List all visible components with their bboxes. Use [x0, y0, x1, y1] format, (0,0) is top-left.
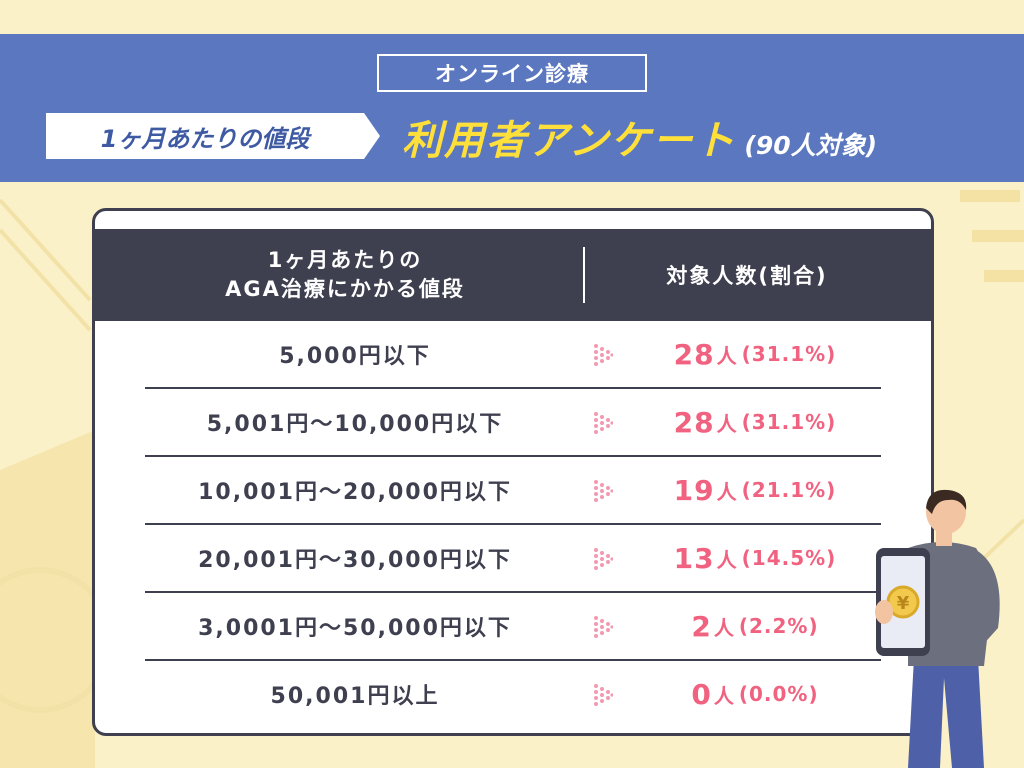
- price-range-cell: 3,0001円〜50,000円以下: [198, 616, 512, 641]
- count-cell: 13 人 (14.5%): [625, 525, 885, 591]
- arrow-icon: [594, 616, 613, 638]
- subtitle-tag-text: 1ヶ月あたりの値段: [100, 124, 310, 153]
- table-row: 10,001円〜20,000円以下 19 人 (21.1%): [145, 457, 881, 525]
- count-value: 0: [691, 677, 712, 711]
- price-range-cell: 5,001円〜10,000円以下: [206, 412, 504, 437]
- count-unit: 人: [716, 547, 738, 572]
- tag-arrow-shape: [46, 113, 380, 159]
- survey-table-card: 1ヶ月あたりの AGA治療にかかる値段 対象人数(割合) 5,000円以下 28…: [92, 208, 934, 736]
- subtitle-tag: 1ヶ月あたりの値段: [46, 113, 381, 159]
- title-note: (90人対象): [744, 131, 878, 160]
- count-cell: 2 人 (2.2%): [625, 593, 885, 659]
- count-cell: 28 人 (31.1%): [625, 321, 885, 387]
- count-cell: 19 人 (21.1%): [625, 457, 885, 523]
- count-cell: 28 人 (31.1%): [625, 389, 885, 455]
- table-header: 1ヶ月あたりの AGA治療にかかる値段 対象人数(割合): [95, 229, 931, 321]
- count-unit: 人: [716, 411, 738, 436]
- table-row: 20,001円〜30,000円以下 13 人 (14.5%): [145, 525, 881, 593]
- price-range-cell: 5,000円以下: [279, 344, 431, 369]
- count-unit: 人: [716, 479, 738, 504]
- count-percent: (14.5%): [741, 546, 837, 570]
- table-row: 3,0001円〜50,000円以下 2 人 (2.2%): [145, 593, 881, 661]
- count-percent: (31.1%): [741, 342, 837, 366]
- header-price-line2: AGA治療にかかる値段: [225, 277, 465, 301]
- count-value: 28: [673, 337, 715, 371]
- count-unit: 人: [713, 615, 735, 640]
- count-unit: 人: [713, 683, 735, 708]
- header-price-line1: 1ヶ月あたりの: [267, 248, 423, 272]
- arrow-icon: [594, 548, 613, 570]
- price-range-cell: 10,001円〜20,000円以下: [198, 480, 512, 505]
- price-range-cell: 20,001円〜30,000円以下: [198, 548, 512, 573]
- page-title: 利用者アンケート (90人対象): [402, 108, 877, 166]
- category-label: オンライン診療: [377, 54, 647, 92]
- person-illustration: ¥: [875, 489, 1000, 768]
- header-divider: [583, 247, 585, 303]
- count-percent: (0.0%): [738, 682, 819, 706]
- count-percent: (2.2%): [738, 614, 819, 638]
- arrow-icon: [594, 344, 613, 366]
- count-percent: (21.1%): [741, 478, 837, 502]
- count-value: 13: [673, 541, 715, 575]
- title-text: 利用者アンケート: [402, 118, 737, 164]
- count-value: 19: [673, 473, 715, 507]
- header-count-column: 対象人数(割合): [666, 264, 828, 288]
- arrow-icon: [594, 412, 613, 434]
- count-value: 2: [691, 609, 712, 643]
- arrow-icon: [594, 684, 613, 706]
- table-row: 5,001円〜10,000円以下 28 人 (31.1%): [145, 389, 881, 457]
- count-cell: 0 人 (0.0%): [625, 661, 885, 727]
- arrow-icon: [594, 480, 613, 502]
- coin-symbol: ¥: [897, 593, 910, 614]
- count-unit: 人: [716, 343, 738, 368]
- price-range-cell: 50,001円以上: [270, 684, 440, 709]
- count-value: 28: [673, 405, 715, 439]
- yen-coin-icon: ¥: [886, 585, 920, 619]
- table-row: 50,001円以上 0 人 (0.0%): [145, 661, 881, 729]
- table-row: 5,000円以下 28 人 (31.1%): [145, 321, 881, 389]
- header-price-column: 1ヶ月あたりの AGA治療にかかる値段: [145, 229, 545, 321]
- count-percent: (31.1%): [741, 410, 837, 434]
